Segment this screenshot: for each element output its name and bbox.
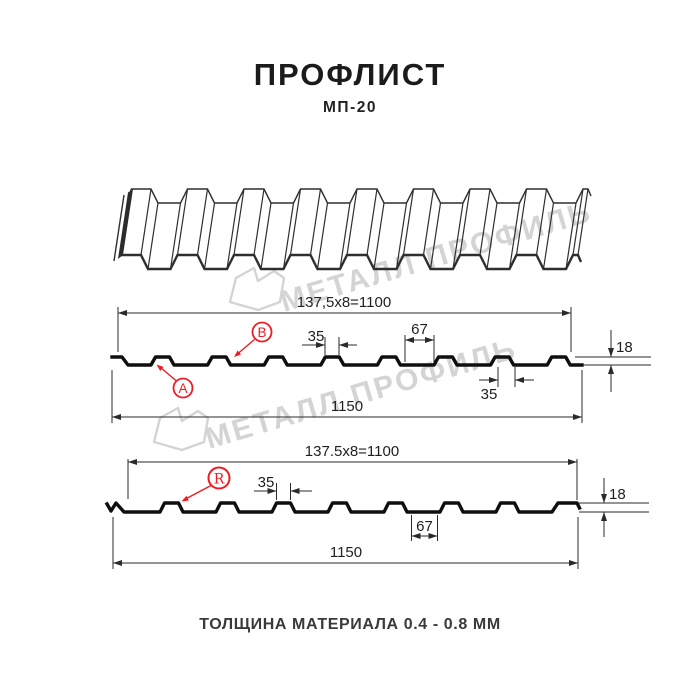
- profile-outline-ab: [110, 355, 584, 367]
- profile-section-r: 137.5x8=1100 35 18: [104, 443, 649, 569]
- dim-rib-width-ab: 35: [302, 328, 357, 355]
- dim-label: 35: [481, 386, 498, 403]
- watermark-logo-icon: [152, 406, 210, 452]
- watermark-logo-icon: [228, 266, 286, 312]
- page-title: ПРОФЛИСТ: [253, 57, 447, 92]
- profile-section-ab: 137,5x8=1100 35 67: [110, 294, 651, 423]
- dim-rib-bottom-width-ab: 35: [479, 367, 534, 403]
- dim-rib-width-r: 35: [254, 474, 312, 500]
- dim-label: 67: [416, 518, 433, 535]
- dim-label: 1150: [331, 398, 363, 415]
- sheet-3d-view: [113, 188, 592, 271]
- footer-note: ТОЛЩИНА МАТЕРИАЛА 0.4 - 0.8 ММ: [199, 616, 501, 633]
- page-subtitle: МП-20: [323, 99, 377, 116]
- dim-length-top-r: 137.5x8=1100: [127, 443, 578, 500]
- dim-height-ab: 18: [575, 330, 651, 392]
- dim-valley-width-r: 67: [411, 515, 438, 541]
- dim-label: 35: [258, 474, 275, 491]
- label-r-marker: R: [181, 466, 231, 502]
- profile-outline-r: [104, 501, 582, 514]
- dim-label: 35: [308, 328, 325, 345]
- dim-label: 18: [609, 486, 626, 503]
- watermark-text: МЕТАЛЛ ПРОФИЛЬ: [202, 332, 521, 455]
- dim-length-bottom-ab: 1150: [111, 370, 583, 423]
- dim-height-r: 18: [579, 478, 649, 537]
- label-b: B: [257, 325, 266, 340]
- dim-valley-width-ab: 67: [404, 321, 435, 362]
- dim-length-top-ab: 137,5x8=1100: [117, 294, 572, 352]
- dim-label: 137.5x8=1100: [305, 443, 399, 460]
- label-a-marker: A: [156, 364, 194, 399]
- label-a: A: [178, 381, 187, 396]
- label-b-marker: B: [234, 321, 273, 357]
- dim-label: 137,5x8=1100: [297, 294, 391, 311]
- label-r: R: [214, 472, 225, 488]
- dim-length-bottom-r: 1150: [112, 517, 579, 569]
- dim-label: 1150: [330, 544, 362, 561]
- dim-label: 67: [411, 321, 428, 338]
- dim-label: 18: [616, 339, 633, 356]
